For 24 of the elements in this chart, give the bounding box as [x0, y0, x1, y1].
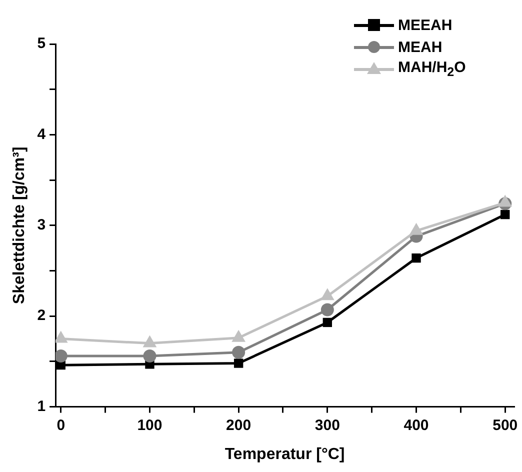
- x-tick-label: 0: [56, 416, 66, 434]
- y-tick-label: 2: [37, 307, 46, 324]
- point: [412, 253, 421, 263]
- point: [500, 210, 510, 220]
- point: [320, 303, 334, 316]
- point: [234, 358, 244, 368]
- point: [322, 318, 332, 328]
- point: [232, 346, 246, 359]
- legend-label: MAH/H$_{2}$O: [398, 59, 466, 79]
- x-tick-label: 300: [314, 416, 340, 434]
- point: [56, 350, 68, 363]
- x-tick-label: 100: [137, 416, 162, 434]
- legend-label: MEAH: [398, 38, 442, 56]
- y-tick-label: 5: [37, 35, 46, 52]
- x-tick-label: 400: [404, 416, 429, 434]
- x-axis-title: Temperatur [°C]: [224, 446, 345, 463]
- y-tick-label: 3: [37, 216, 46, 234]
- y-tick-label: 1: [37, 398, 46, 415]
- x-tick-label: 500: [492, 416, 518, 434]
- y-axis-title: Skelettdichte [g/cm³]: [11, 146, 28, 304]
- y-tick-label: 4: [37, 126, 46, 143]
- x-tick-label: 200: [226, 416, 252, 434]
- legend-label: MEEAH: [398, 16, 452, 34]
- point: [143, 350, 156, 363]
